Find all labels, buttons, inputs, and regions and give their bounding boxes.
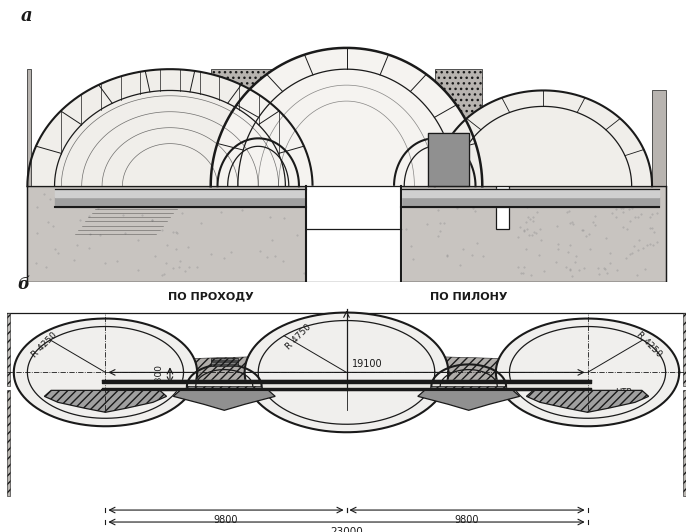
Polygon shape	[194, 357, 248, 388]
Text: а: а	[20, 7, 32, 26]
Polygon shape	[14, 319, 197, 426]
Polygon shape	[27, 186, 666, 282]
Polygon shape	[418, 390, 519, 410]
Text: б: б	[18, 276, 29, 293]
Polygon shape	[27, 69, 31, 186]
Text: ПО ПИЛОНУ: ПО ПИЛОНУ	[430, 292, 508, 302]
Polygon shape	[7, 390, 10, 496]
Text: R 4250: R 4250	[30, 330, 59, 359]
Polygon shape	[211, 359, 238, 367]
Polygon shape	[27, 69, 312, 186]
Polygon shape	[682, 313, 686, 386]
Polygon shape	[211, 48, 482, 186]
Polygon shape	[445, 357, 499, 388]
Polygon shape	[44, 390, 167, 412]
Text: НТР: НТР	[615, 387, 631, 396]
Polygon shape	[526, 390, 649, 412]
Text: 3300: 3300	[154, 364, 163, 387]
Polygon shape	[682, 390, 686, 496]
Polygon shape	[496, 319, 679, 426]
Text: 9800: 9800	[455, 515, 480, 525]
Polygon shape	[245, 313, 449, 432]
Text: R 4750: R 4750	[284, 322, 314, 351]
Polygon shape	[7, 313, 10, 386]
Polygon shape	[435, 90, 652, 186]
Polygon shape	[652, 90, 666, 186]
Polygon shape	[183, 386, 265, 393]
Text: 9800: 9800	[214, 515, 238, 525]
Polygon shape	[428, 386, 510, 393]
Polygon shape	[211, 69, 312, 186]
Polygon shape	[435, 69, 482, 186]
Text: 19100: 19100	[351, 359, 382, 369]
Text: ПО ПРОХОДУ: ПО ПРОХОДУ	[168, 292, 253, 302]
Polygon shape	[174, 390, 275, 410]
Text: 23000: 23000	[330, 527, 363, 532]
Text: R 4250: R 4250	[634, 330, 663, 359]
